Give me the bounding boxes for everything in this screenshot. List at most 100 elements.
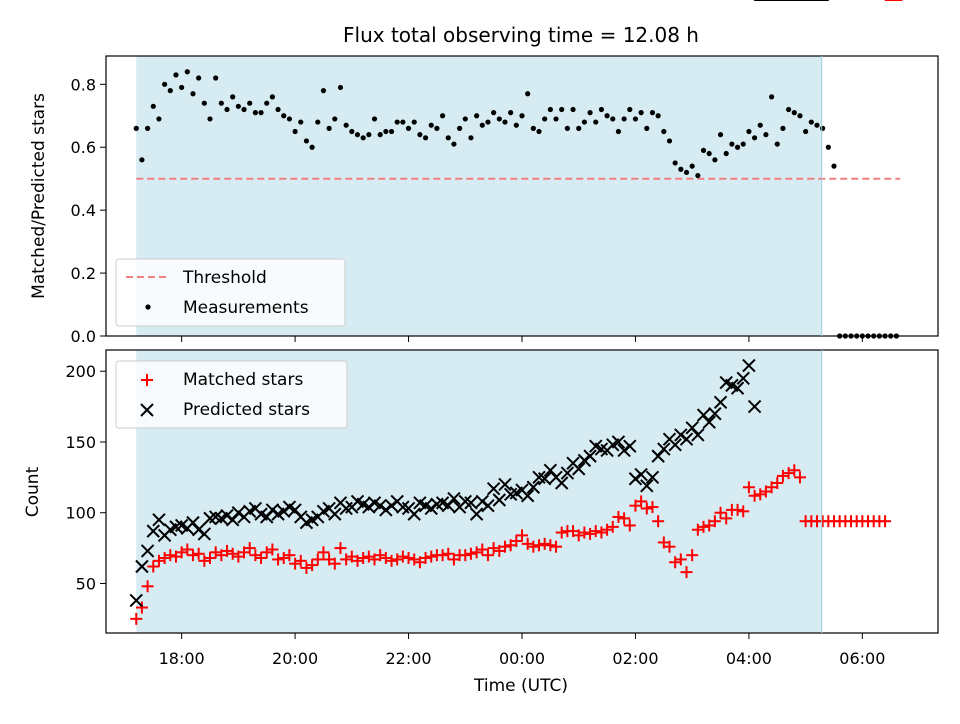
measurement-point <box>559 106 565 113</box>
measurement-point <box>201 100 207 106</box>
measurement-point <box>428 122 434 128</box>
predicted-star-stroke-b <box>719 375 733 390</box>
predicted-star-stroke-b <box>413 496 427 510</box>
measurement-point <box>400 119 406 125</box>
predicted-star-stroke-b <box>435 496 450 510</box>
measurement-point <box>343 122 349 128</box>
measurement-point <box>689 163 695 169</box>
predicted-star-stroke-b <box>736 371 750 386</box>
measurement-point <box>786 106 792 113</box>
matched-star-point <box>130 612 143 625</box>
predicted-star-stroke-b <box>373 498 387 513</box>
matched-star-point <box>158 552 171 565</box>
measurement-point <box>218 100 224 106</box>
predicted-star-stroke-b <box>191 522 206 537</box>
measurement-point <box>632 116 639 122</box>
matched-star-point <box>135 601 148 614</box>
predicted-star-point <box>475 494 489 509</box>
matched-star-point <box>226 547 239 560</box>
predicted-star-point <box>628 472 643 486</box>
matched-star-point <box>385 554 398 567</box>
predicted-star-point <box>572 462 586 476</box>
predicted-star-point <box>736 371 750 386</box>
panel-count-legend: Matched stars Predicted stars <box>115 360 348 429</box>
predicted-star-point <box>129 593 143 608</box>
y-tick-label: 0.0 <box>71 327 96 346</box>
predicted-star-stroke-b <box>152 513 166 527</box>
measurement-point <box>700 147 707 153</box>
matched-star-point <box>476 543 489 556</box>
predicted-star-stroke-b <box>634 467 648 482</box>
predicted-star-stroke-b <box>481 498 495 513</box>
matched-star-point <box>731 503 744 516</box>
predicted-star-stroke-b <box>572 462 586 476</box>
matched-star-point <box>714 506 727 519</box>
measurement-point <box>621 116 627 122</box>
predicted-star-point <box>555 476 569 490</box>
predicted-star-stroke-b <box>691 428 705 442</box>
measurement-point <box>712 157 718 163</box>
measurement-point <box>791 110 797 116</box>
matched-star-point <box>521 537 534 550</box>
matched-star-point <box>606 520 619 533</box>
predicted-star-stroke-b <box>526 480 541 494</box>
measurement-point <box>241 106 247 113</box>
matched-star-point <box>584 527 597 540</box>
predicted-star-stroke-b <box>220 508 234 523</box>
legend-matched-swatch <box>141 374 153 386</box>
predicted-star-point <box>481 498 495 513</box>
predicted-star-stroke-b <box>135 559 149 574</box>
measurement-point <box>292 128 298 135</box>
measurement-point <box>388 128 395 135</box>
predicted-star-stroke-b <box>277 504 291 519</box>
predicted-star-stroke-b <box>713 395 728 410</box>
predicted-star-point <box>469 507 484 521</box>
matched-star-point <box>408 553 421 566</box>
predicted-star-stroke-b <box>208 510 223 524</box>
measurement-point <box>803 128 809 135</box>
measurement-point <box>661 128 667 135</box>
matched-star-point <box>533 539 546 552</box>
predicted-star-point <box>379 503 393 517</box>
matched-star-point <box>249 549 262 562</box>
matched-star-point <box>204 552 216 565</box>
predicted-star-point <box>645 470 660 485</box>
predicted-star-point <box>328 507 342 521</box>
predicted-star-point <box>373 498 387 513</box>
matched-star-point <box>243 542 256 555</box>
matched-star-point <box>277 552 290 565</box>
predicted-star-stroke-b <box>407 507 421 521</box>
matched-star-point <box>697 520 710 533</box>
matched-star-point <box>147 560 160 573</box>
matched-star-point <box>402 552 415 565</box>
measurement-point <box>354 132 361 138</box>
measurement-point <box>638 110 644 116</box>
matched-star-point <box>328 557 341 570</box>
measurement-point <box>615 128 622 135</box>
matched-star-point <box>754 488 767 501</box>
matched-star-point <box>680 566 693 579</box>
matched-star-point <box>640 502 653 515</box>
matched-star-point <box>595 526 608 539</box>
predicted-star-stroke-b <box>475 494 489 509</box>
matched-star-point <box>436 549 449 562</box>
predicted-star-stroke-b <box>702 415 716 429</box>
measurement-point <box>145 125 151 131</box>
measurement-point <box>462 116 468 122</box>
predicted-star-point <box>747 399 762 414</box>
measurement-point <box>394 119 400 125</box>
matched-star-point <box>601 523 614 536</box>
matched-star-point <box>788 464 801 477</box>
matched-star-point <box>879 515 892 528</box>
matched-star-point <box>141 580 154 593</box>
y-tick-label: 150 <box>65 433 96 452</box>
matched-star-point <box>357 552 370 565</box>
panel-ratio-frame <box>105 55 939 337</box>
predicted-star-point <box>713 395 728 410</box>
measurement-point <box>417 132 423 138</box>
predicted-star-point <box>583 449 597 463</box>
predicted-star-point <box>231 506 246 520</box>
legend-measurements-swatch <box>145 304 151 310</box>
matched-star-point <box>181 543 194 556</box>
matched-star-point <box>544 539 557 552</box>
